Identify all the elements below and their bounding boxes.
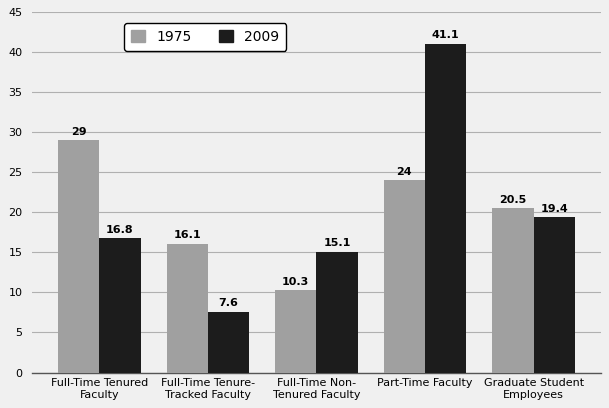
Bar <box>99 238 141 373</box>
Bar <box>492 208 533 373</box>
Text: 15.1: 15.1 <box>323 238 351 248</box>
Bar <box>384 180 425 373</box>
Bar <box>533 217 575 373</box>
Bar <box>58 140 99 373</box>
Text: 29: 29 <box>71 127 86 137</box>
Text: 41.1: 41.1 <box>432 30 459 40</box>
Text: 16.8: 16.8 <box>106 225 134 235</box>
Legend: 1975, 2009: 1975, 2009 <box>124 23 286 51</box>
Bar <box>425 44 466 373</box>
Text: 24: 24 <box>396 167 412 177</box>
Bar <box>208 312 249 373</box>
Bar <box>317 252 357 373</box>
Bar <box>275 290 317 373</box>
Text: 19.4: 19.4 <box>540 204 568 214</box>
Text: 16.1: 16.1 <box>174 231 201 240</box>
Text: 7.6: 7.6 <box>219 299 238 308</box>
Text: 20.5: 20.5 <box>499 195 527 205</box>
Text: 10.3: 10.3 <box>282 277 309 287</box>
Bar <box>167 244 208 373</box>
